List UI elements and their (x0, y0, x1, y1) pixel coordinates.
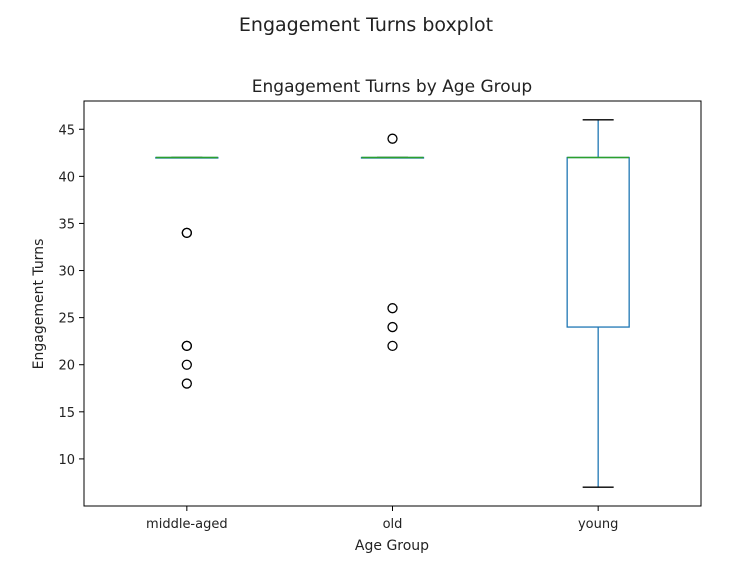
outlier-point (181, 359, 192, 370)
y-tick-label: 35 (58, 217, 75, 232)
y-tick-label: 25 (58, 312, 75, 327)
outlier-point (387, 340, 398, 352)
outlier-point (387, 303, 398, 314)
y-tick-label: 45 (58, 123, 75, 138)
y-axis-label: Engagement Turns (31, 239, 47, 370)
x-tick-label: old (383, 517, 403, 532)
plot-area: 10 15 20 25 30 35 40 45 middle-aged old young (58, 100, 702, 532)
outlier-point (387, 133, 398, 144)
box-young (566, 156, 630, 328)
outlier-point (181, 378, 192, 389)
y-tick-label: 40 (58, 170, 75, 185)
x-axis-label: Age Group (355, 538, 429, 554)
y-tick-label: 20 (58, 359, 75, 374)
y-tick-label: 10 (58, 453, 75, 468)
outlier-point (387, 321, 398, 333)
axes-frame (83, 100, 702, 507)
chart-title: Engagement Turns by Age Group (252, 77, 532, 97)
figure-title: Engagement Turns boxplot (239, 14, 493, 36)
y-tick-label: 30 (58, 265, 75, 280)
x-tick-label: young (578, 517, 618, 532)
outlier-point (181, 227, 192, 239)
y-tick-label: 15 (58, 406, 75, 421)
outlier-point (181, 340, 192, 352)
x-tick-label: middle-aged (146, 517, 228, 532)
